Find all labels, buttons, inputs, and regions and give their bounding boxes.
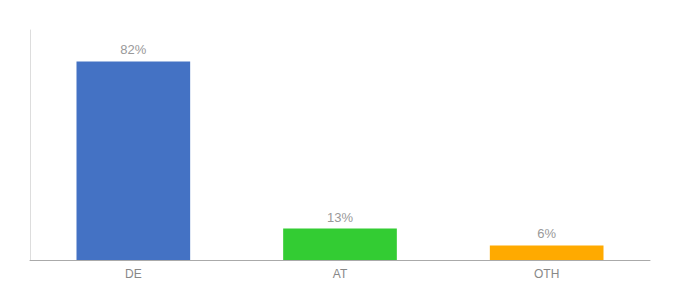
svg-text:DE: DE <box>125 267 142 281</box>
svg-text:AT: AT <box>333 267 348 281</box>
svg-text:6%: 6% <box>537 226 556 241</box>
svg-text:82%: 82% <box>120 42 146 57</box>
svg-text:13%: 13% <box>327 210 353 225</box>
svg-text:OTH: OTH <box>534 267 559 281</box>
